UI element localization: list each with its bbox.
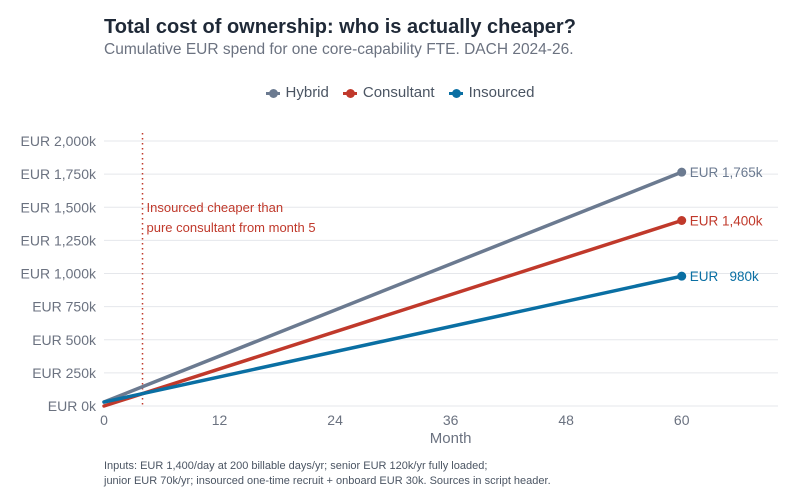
series-endpoint-insourced [677, 271, 687, 281]
legend-label-consultant: Consultant [362, 84, 435, 101]
x-tick-label: 0 [100, 412, 108, 428]
legend-item-hybrid: Hybrid [265, 84, 329, 101]
annotation-text: pure consultant from month 5 [147, 220, 316, 235]
legend-label-hybrid: Hybrid [285, 84, 329, 101]
footnote-line-1: Inputs: EUR 1,400/day at 200 billable da… [104, 460, 488, 472]
y-tick-label: EUR 1,250k [21, 232, 97, 248]
y-tick-label: EUR 750k [32, 299, 97, 315]
y-tick-label: EUR 250k [32, 365, 97, 381]
legend-swatch-consultant [342, 86, 357, 100]
y-tick-label: EUR 1,000k [21, 266, 97, 282]
series-end-label-hybrid: EUR 1,765k [690, 165, 763, 180]
chart-subtitle: Cumulative EUR spend for one core-capabi… [104, 41, 574, 58]
legend-label-insourced: Insourced [468, 84, 535, 101]
x-tick-label: 36 [443, 412, 459, 428]
chart-title: Total cost of ownership: who is actually… [104, 16, 576, 38]
x-tick-label: 60 [674, 412, 690, 428]
legend-item-consultant: Consultant [342, 84, 435, 101]
legend-swatch-insourced [448, 86, 463, 100]
annotation-text: Insourced cheaper than [147, 200, 284, 215]
series-line-consultant [102, 218, 684, 408]
series-end-label-consultant: EUR 1,400k [690, 214, 763, 229]
series-line-insourced [102, 274, 684, 404]
y-tick-label: EUR 2,000k [21, 133, 97, 149]
y-tick-label: EUR 1,750k [21, 166, 97, 182]
series-endpoint-consultant [677, 216, 687, 225]
y-tick-label: EUR 1,500k [21, 199, 97, 215]
legend-swatch-hybrid [265, 86, 280, 100]
series-endpoint-hybrid [677, 167, 687, 177]
x-tick-label: 48 [558, 412, 574, 428]
x-axis-label: Month [430, 430, 472, 447]
y-tick-label: EUR 0k [48, 398, 97, 414]
series-end-label-insourced: EUR 980k [690, 269, 759, 284]
series-line-hybrid [102, 170, 684, 404]
legend: Hybrid Consultant Insourced [0, 84, 800, 101]
y-tick-label: EUR 500k [32, 332, 97, 348]
x-tick-label: 12 [212, 412, 228, 428]
x-tick-label: 24 [327, 412, 343, 428]
footnote: Inputs: EUR 1,400/day at 200 billable da… [104, 459, 551, 489]
legend-item-insourced: Insourced [448, 84, 535, 101]
footnote-line-2: junior EUR 70k/yr; insourced one-time re… [104, 475, 551, 487]
